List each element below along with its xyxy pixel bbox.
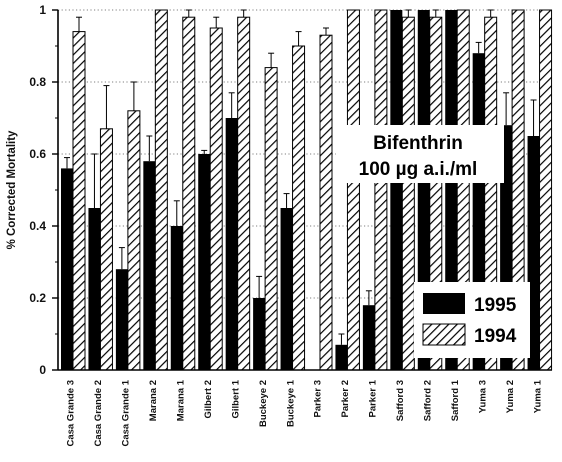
bar-1994 — [401, 16, 415, 371]
bar-1995 — [417, 10, 430, 370]
bar-1995 — [170, 226, 183, 370]
y-tick-labels: 0 0.2 0.4 0.6 0.8 1 — [29, 3, 46, 377]
bar-1995 — [115, 269, 128, 370]
x-category-label: Safford 3 — [395, 380, 406, 421]
bar-1994 — [72, 31, 86, 371]
bar-1995 — [225, 118, 238, 370]
legend: 1995 1994 — [414, 282, 530, 358]
x-category-label: Safford 1 — [450, 379, 461, 421]
bar-1994 — [127, 110, 141, 371]
x-category-label: Casa Grande 1 — [121, 379, 132, 446]
legend-label-1995: 1995 — [474, 295, 517, 316]
bar-1995 — [335, 344, 348, 370]
x-category-label: Marana 1 — [176, 379, 187, 421]
bar-1994 — [346, 9, 360, 371]
y-tick-label: 0.6 — [29, 147, 46, 161]
bar-1995 — [445, 10, 458, 370]
bar-1994 — [154, 9, 168, 371]
annotation-line-1: Bifenthrin — [373, 133, 463, 154]
x-category-label: Yuma 2 — [505, 380, 516, 413]
bar-1995 — [527, 136, 540, 370]
y-tick-label: 1 — [39, 3, 46, 17]
axes — [52, 9, 552, 371]
bar-1995 — [88, 208, 101, 370]
bar-1994 — [99, 128, 113, 371]
legend-label-1994: 1994 — [474, 326, 517, 347]
annotation-line-2: 100 µg a.i./ml — [359, 159, 478, 180]
x-category-label: Casa Grande 2 — [93, 380, 104, 447]
annotation-box: Bifenthrin 100 µg a.i./ml — [336, 125, 504, 183]
bar-1995 — [198, 154, 211, 370]
bar-1995 — [61, 168, 73, 370]
x-category-label: Casa Grande 3 — [66, 380, 77, 447]
x-category-label: Parker 3 — [313, 380, 324, 418]
x-category-label: Safford 2 — [423, 380, 434, 421]
bar-1995 — [362, 305, 375, 370]
y-tick-label: 0.4 — [29, 219, 46, 233]
bar-1994 — [209, 27, 223, 371]
bar-1994 — [237, 16, 251, 371]
bar-1994 — [182, 16, 196, 371]
x-category-label: Yuma 3 — [477, 380, 488, 413]
x-category-label: Yuma 1 — [532, 379, 543, 413]
legend-swatch-1995 — [423, 293, 465, 314]
bar-1994 — [539, 9, 553, 371]
y-tick-label: 0.2 — [29, 291, 46, 305]
bar-1994 — [374, 9, 388, 371]
bar-1995 — [500, 125, 513, 370]
bar-1994 — [319, 34, 333, 371]
x-category-label: Marana 2 — [148, 380, 159, 421]
x-category-label: Gilbert 1 — [230, 379, 241, 418]
y-tick-label: 0 — [39, 363, 46, 377]
legend-swatch-1994 — [422, 323, 466, 346]
y-axis-title: % Corrected Mortality — [6, 130, 18, 249]
x-category-label: Buckeye 2 — [258, 380, 269, 427]
bar-1994 — [292, 45, 306, 371]
bar-1995 — [390, 10, 403, 370]
bar-1995 — [280, 208, 293, 370]
x-category-label: Parker 1 — [368, 379, 379, 417]
x-category-labels: Casa Grande 3 Casa Grande 2 Casa Grande 1 M… — [66, 379, 544, 446]
bar-1995 — [253, 298, 266, 370]
x-category-label: Gilbert 2 — [203, 380, 214, 419]
y-tick-label: 0.8 — [29, 75, 46, 89]
x-category-label: Parker 2 — [340, 380, 351, 418]
bars-group — [61, 9, 553, 371]
bar-1994 — [264, 67, 278, 371]
x-category-label: Buckeye 1 — [285, 379, 296, 427]
bar-1995 — [143, 161, 156, 370]
